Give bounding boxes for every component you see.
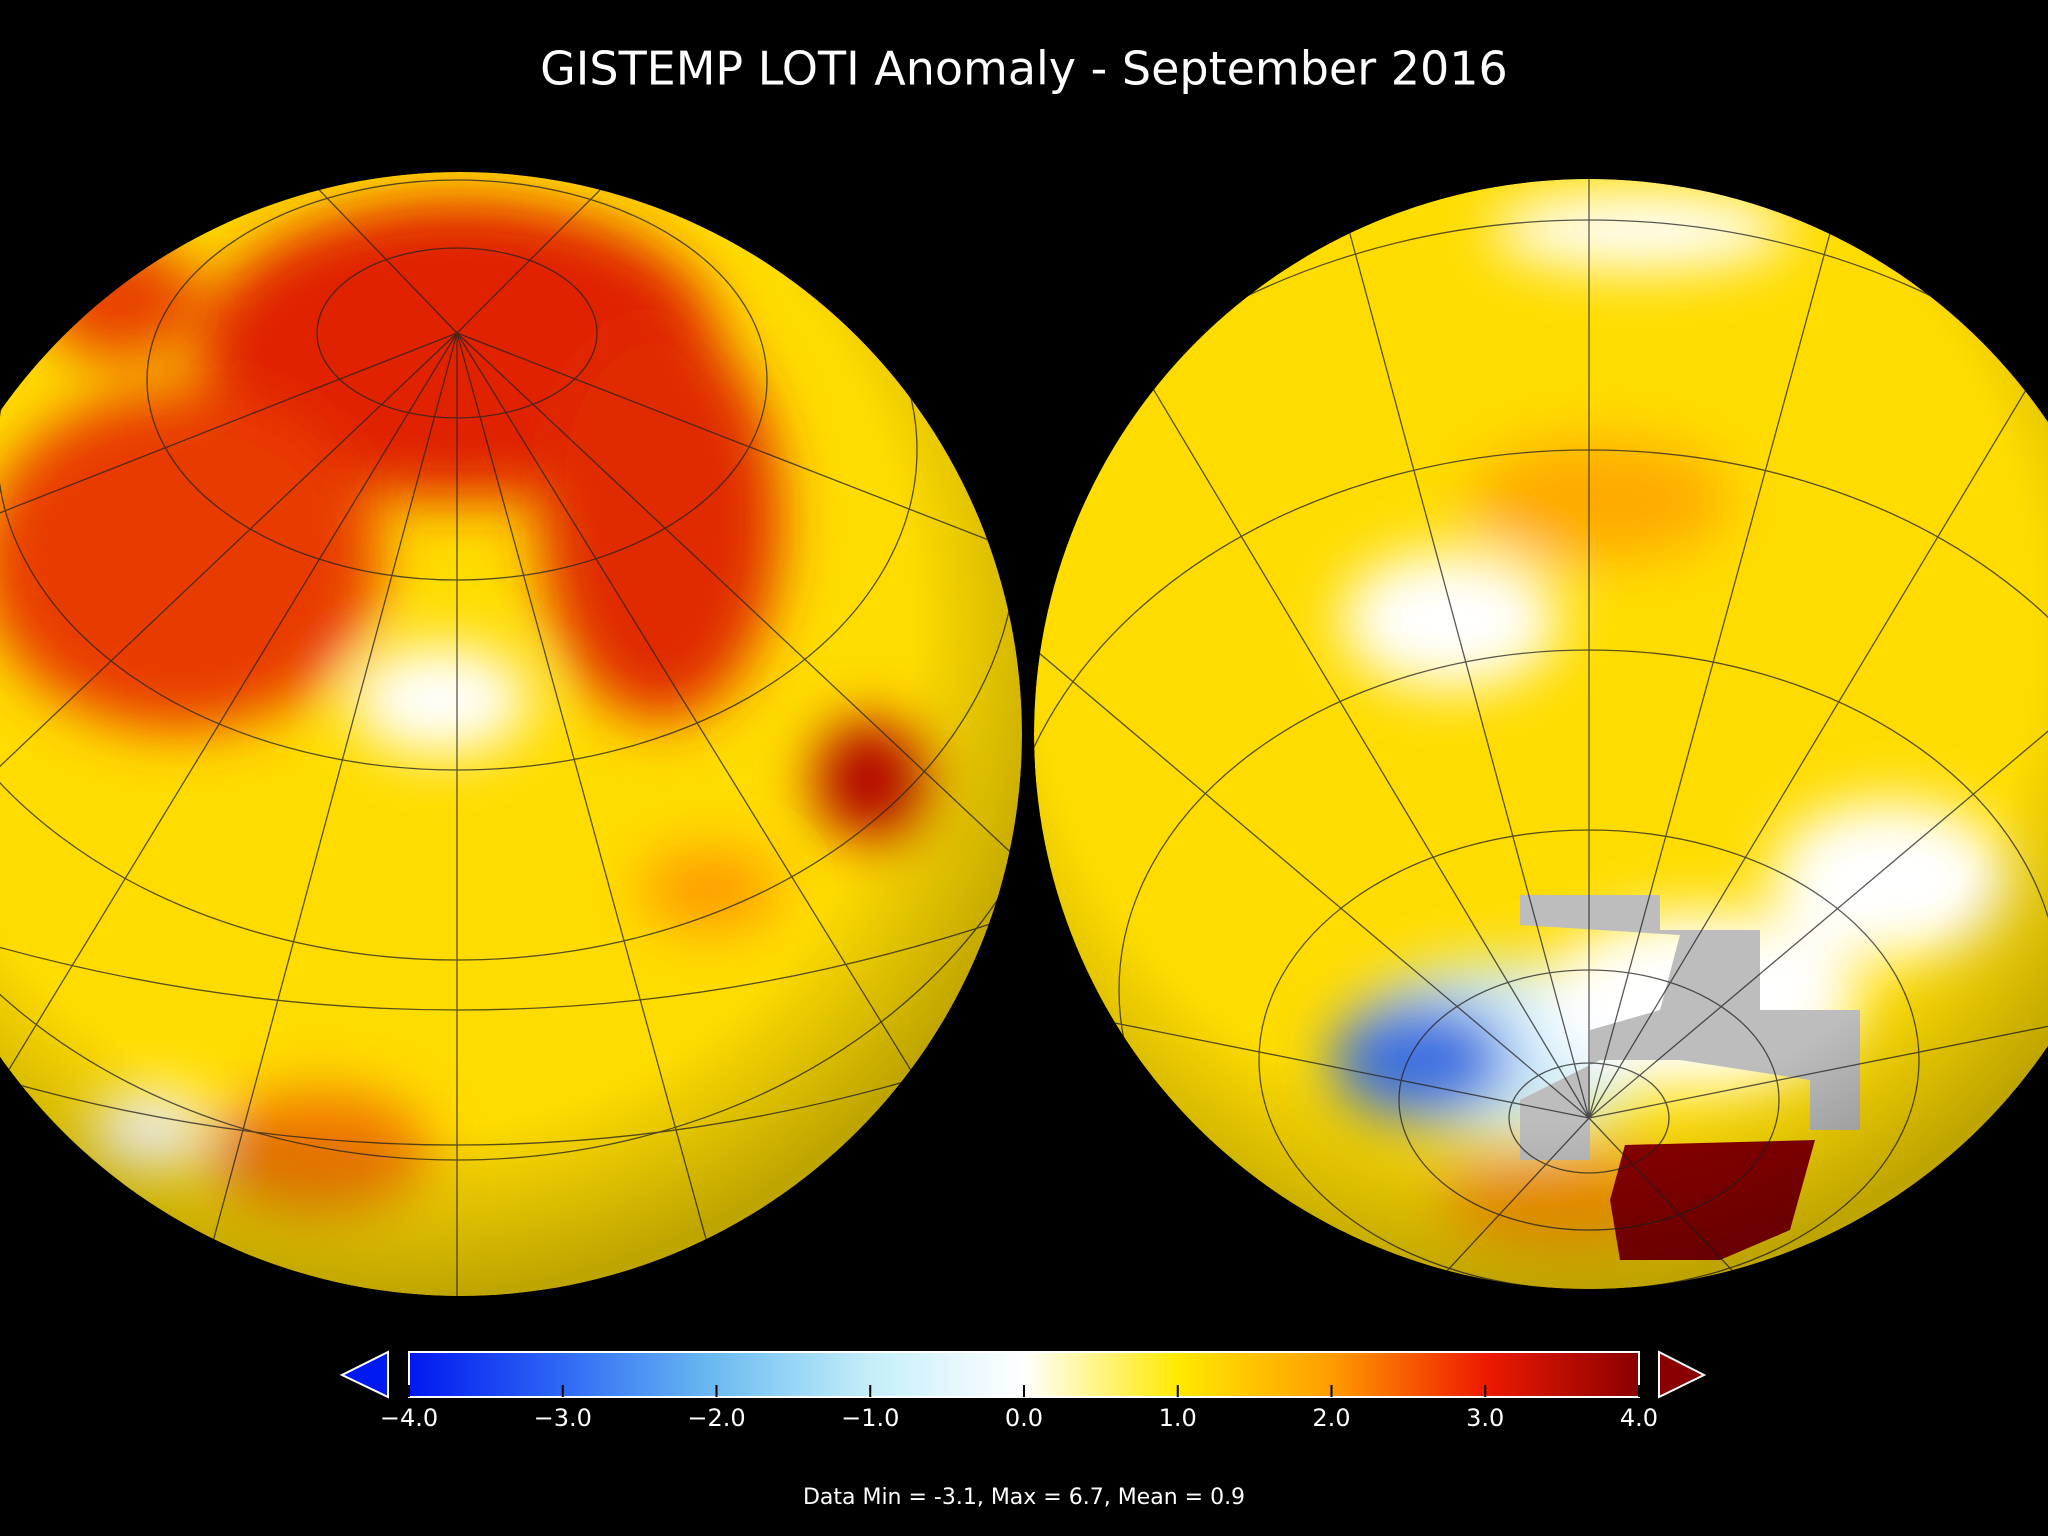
south-globe [1034,179,2048,1289]
colorbar: −4.0 −3.0 −2.0 −1.0 0.0 1.0 2.0 3.0 4.0 [339,1350,1707,1432]
map-title: GISTEMP LOTI Anomaly - September 2016 [540,42,1508,96]
colorbar-tick-label: −2.0 [687,1404,745,1432]
colorbar-tick-label: 4.0 [1620,1404,1658,1432]
colorbar-tick-label: 3.0 [1466,1404,1504,1432]
colorbar-tick-label: 0.0 [1005,1404,1043,1432]
colorbar-high-arrow [1658,1350,1707,1399]
colorbar-tick-label: 2.0 [1312,1404,1350,1432]
north-globe [0,172,1022,1296]
colorbar-tick-label: −3.0 [534,1404,592,1432]
data-stats: Data Min = -3.1, Max = 6.7, Mean = 0.9 [803,1485,1245,1510]
colorbar-tick-label: −1.0 [841,1404,899,1432]
colorbar-low-arrow [339,1350,389,1399]
colorbar-tick-label: 1.0 [1159,1404,1197,1432]
colorbar-tick-label: −4.0 [380,1404,438,1432]
